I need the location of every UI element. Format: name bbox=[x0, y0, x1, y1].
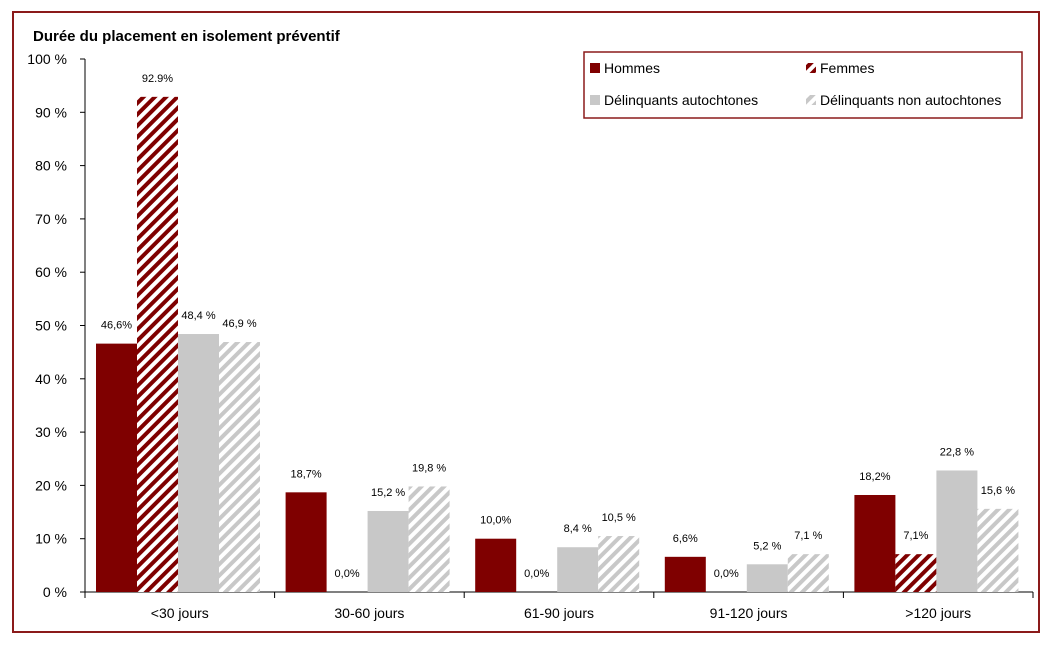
y-tick-label: 20 % bbox=[35, 477, 67, 493]
y-tick-label: 90 % bbox=[35, 104, 67, 120]
x-tick-label: 91-120 jours bbox=[710, 605, 788, 621]
data-label: 5,2 % bbox=[753, 540, 781, 552]
data-label: 0,0% bbox=[524, 568, 549, 580]
bar bbox=[746, 564, 788, 592]
bar bbox=[475, 538, 517, 592]
data-label: 0,0% bbox=[714, 568, 739, 580]
legend-label-femmes: Femmes bbox=[820, 60, 874, 76]
legend: Hommes Femmes Délinquants autochtones Dé… bbox=[583, 51, 1023, 119]
data-label: 10,5 % bbox=[602, 512, 636, 524]
y-tick-label: 50 % bbox=[35, 318, 67, 334]
bar bbox=[977, 508, 1019, 592]
bar bbox=[96, 343, 137, 592]
legend-box bbox=[583, 51, 1023, 119]
data-label: 0,0% bbox=[335, 568, 360, 580]
y-tick-label: 70 % bbox=[35, 211, 67, 227]
data-label: 7,1 % bbox=[794, 530, 822, 542]
chart-frame bbox=[12, 11, 1040, 633]
legend-swatch-femmes bbox=[806, 63, 816, 73]
bar bbox=[408, 486, 450, 592]
axes: 0 % 10 % 20 % 30 % 40 % 50 % 60 % 70 % 80 % 90 % 1… bbox=[27, 51, 1034, 621]
x-tick-label: 61-90 jours bbox=[524, 605, 594, 621]
x-tick-label: <30 jours bbox=[151, 605, 209, 621]
bar bbox=[557, 547, 599, 592]
legend-swatch-non-autochtones bbox=[806, 95, 816, 105]
bar bbox=[367, 510, 409, 592]
legend-label-hommes: Hommes bbox=[604, 60, 660, 76]
data-label: 48,4 % bbox=[181, 310, 215, 322]
data-label: 15,6 % bbox=[981, 485, 1015, 497]
legend-swatch-hommes bbox=[590, 63, 600, 73]
bar bbox=[137, 96, 178, 592]
data-labels: 46,6% 92.9% 48,4 % 46,9 % 18,7% 0,0% 15,2 % 19,… bbox=[101, 73, 1015, 580]
y-tick-label: 40 % bbox=[35, 371, 67, 387]
data-label: 46,9 % bbox=[222, 318, 256, 330]
x-tick-label: >120 jours bbox=[905, 605, 971, 621]
data-label: 6,6% bbox=[673, 533, 698, 545]
bar bbox=[664, 556, 706, 592]
bar bbox=[598, 536, 640, 592]
legend-swatch-autochtones bbox=[590, 95, 600, 105]
bar bbox=[285, 492, 327, 592]
y-tick-label: 100 % bbox=[27, 51, 67, 67]
bar bbox=[895, 554, 937, 592]
bar bbox=[219, 342, 260, 592]
legend-label-autochtones: Délinquants autochtones bbox=[604, 92, 758, 108]
data-label: 10,0% bbox=[480, 515, 511, 527]
data-label: 18,7% bbox=[290, 468, 321, 480]
data-label: 7,1% bbox=[903, 530, 928, 542]
data-label: 92.9% bbox=[142, 73, 173, 85]
legend-label-non-autochtones: Délinquants non autochtones bbox=[820, 92, 1001, 108]
data-label: 19,8 % bbox=[412, 462, 446, 474]
y-tick-label: 80 % bbox=[35, 158, 67, 174]
x-tick-label: 30-60 jours bbox=[334, 605, 404, 621]
chart-title: Durée du placement en isolement préventi… bbox=[33, 28, 341, 45]
y-tick-label: 0 % bbox=[43, 584, 67, 600]
data-label: 15,2 % bbox=[371, 487, 405, 499]
bar bbox=[936, 470, 978, 592]
y-tick-label: 10 % bbox=[35, 531, 67, 547]
y-tick-label: 60 % bbox=[35, 264, 67, 280]
data-label: 46,6% bbox=[101, 320, 132, 332]
data-label: 22,8 % bbox=[940, 446, 974, 458]
y-tick-label: 30 % bbox=[35, 424, 67, 440]
bar bbox=[787, 554, 829, 592]
bar bbox=[178, 334, 219, 592]
bar bbox=[854, 494, 896, 592]
bars bbox=[96, 96, 1019, 592]
data-label: 18,2% bbox=[859, 471, 890, 483]
data-label: 8,4 % bbox=[564, 523, 592, 535]
